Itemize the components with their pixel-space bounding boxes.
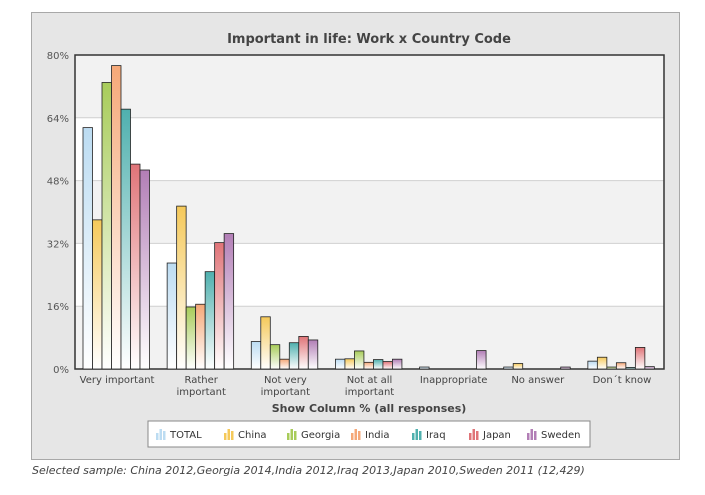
sample-footnote: Selected sample: China 2012,Georgia 2014… [32,464,585,477]
grid-band [75,306,664,369]
y-tick-label: 16% [47,302,69,313]
bar-iraq-3 [373,359,384,370]
legend-item-iraq: Iraq [412,429,446,441]
bar-sweden-3 [392,358,403,370]
legend-swatch [472,429,475,440]
legend-item-china: China [224,429,267,441]
bar-india-6 [615,362,627,370]
bar-sweden-0 [139,169,150,370]
x-tick-label: Not at all important [345,375,394,398]
bar-total-6 [587,360,598,370]
bar-japan-2 [298,336,309,370]
bar-sweden-5 [560,366,571,370]
legend-swatch [159,429,162,440]
legend-swatch [358,431,361,440]
x-axis-title: Show Column % (all responses) [272,402,467,415]
bar-japan-3 [382,361,393,370]
legend-swatch [419,431,422,440]
bar-total-5 [503,366,514,370]
bar-sweden-4 [476,350,487,370]
legend-item-japan: Japan [469,429,511,441]
legend-label: Sweden [541,430,581,441]
legend-swatch [534,431,537,440]
x-tick-label: Rather important [177,375,226,398]
legend-swatch [412,433,415,440]
bar-total-0 [82,127,93,370]
bar-iraq-0 [120,108,131,370]
legend-swatch [469,433,472,440]
bar-sweden-1 [223,233,235,370]
bar-china-0 [92,219,103,370]
bar-total-1 [166,262,178,370]
legend-swatch [294,431,297,440]
legend-swatch [227,429,230,440]
legend-swatch [415,429,418,440]
y-tick-label: 48% [47,177,69,188]
grid-band [75,180,664,244]
legend-swatch [156,433,159,440]
legend-label: India [365,430,390,441]
bar-iraq-6 [625,367,636,370]
bar-total-2 [250,341,262,370]
y-tick-label: 80% [47,51,69,62]
y-tick-label: 32% [47,239,69,250]
bar-georgia-0 [101,82,112,370]
bar-georgia-2 [269,344,281,370]
x-tick-label: Very important [80,375,155,386]
y-tick-label: 64% [47,114,69,125]
legend-label: Japan [482,430,511,441]
legend-item-sweden: Sweden [527,429,581,441]
bar-china-1 [176,205,187,370]
legend-swatch [224,433,227,440]
bar-japan-0 [130,163,141,370]
bar-india-1 [195,303,206,370]
bar-india-3 [363,361,374,370]
legend-swatch [287,433,290,440]
bar-iraq-1 [204,271,216,370]
legend-swatch [476,431,479,440]
bar-total-3 [335,358,346,370]
bar-india-2 [279,358,290,370]
legend-item-total: TOTAL [156,429,202,441]
bar-japan-1 [214,242,225,370]
legend-label: Iraq [426,430,446,441]
legend-swatch [354,429,357,440]
legend-label: Georgia [301,430,340,441]
legend-label: China [238,430,267,441]
legend-box [147,420,591,448]
legend-swatch [231,431,234,440]
legend-swatch [163,431,166,440]
chart-title: Important in life: Work x Country Code [227,32,511,47]
bar-japan-6 [634,347,646,370]
bar-china-5 [512,363,524,370]
legend-item-georgia: Georgia [287,429,340,441]
bar-sweden-6 [644,366,655,370]
x-tick-label: Don´t know [593,374,652,386]
x-tick-label: Inappropriate [420,375,488,386]
legend-swatch [351,433,354,440]
bar-total-4 [419,366,430,370]
legend-label: TOTAL [169,430,202,441]
legend-swatch [527,433,530,440]
legend-item-india: India [351,429,390,441]
bar-china-6 [596,356,608,370]
bar-iraq-2 [288,342,300,370]
legend-swatch [290,429,293,440]
x-tick-label: No answer [511,375,565,386]
y-tick-label: 0% [53,365,69,376]
legend-swatch [530,429,533,440]
grid-band [75,55,664,118]
bar-sweden-2 [307,339,319,370]
x-tick-label: Not very important [261,375,310,398]
bar-georgia-1 [185,306,197,370]
bar-china-3 [344,358,355,370]
bar-china-2 [260,316,271,370]
bar-georgia-6 [606,366,617,370]
bar-india-0 [111,65,122,370]
bar-georgia-3 [354,350,365,370]
